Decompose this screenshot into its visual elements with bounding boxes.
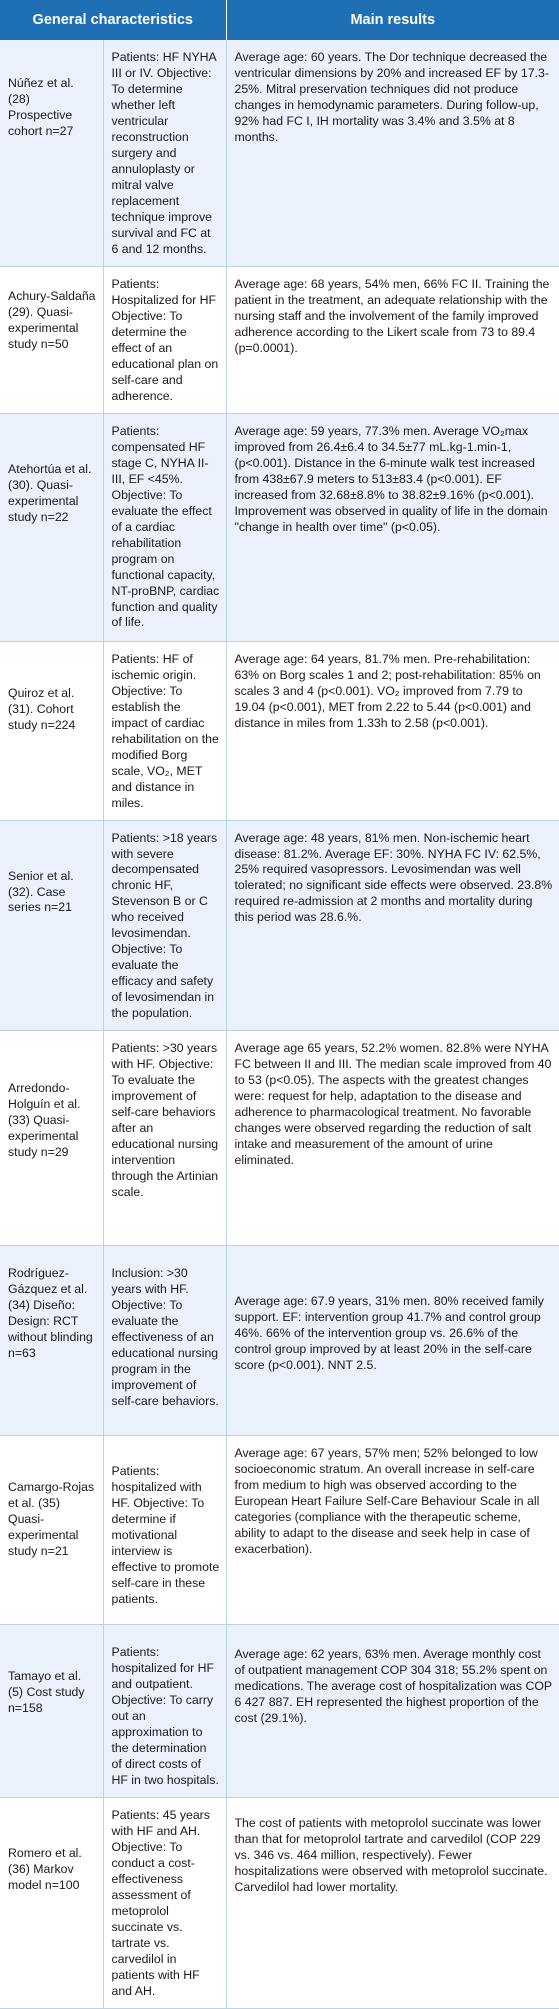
results-cell: Average age: 62 years, 63% men. Average … [225, 1624, 559, 1799]
results-cell: Average age: 48 years, 81% men. Non-isch… [225, 820, 559, 1032]
results-cell: Average age: 59 years, 77.3% men. Averag… [225, 413, 559, 642]
study-cell: Camargo-Rojas et al. (35) Quasi-experime… [0, 1435, 103, 1626]
characteristics-cell: Patients: hospitalized with HF. Objectiv… [102, 1435, 226, 1626]
characteristics-cell: Inclusion: >30 years with HF. Objective:… [102, 1245, 226, 1437]
study-cell: Atehortúa et al. (30). Quasi-experimenta… [0, 413, 103, 642]
results-cell: Average age: 67 years, 57% men; 52% belo… [225, 1435, 559, 1626]
characteristics-cell: Patients: compensated HF stage C, NYHA I… [102, 413, 226, 642]
characteristics-cell: Patients: HF NYHA III or IV. Objective: … [102, 40, 226, 267]
results-cell: Average age: 67.9 years, 31% men. 80% re… [225, 1245, 559, 1437]
characteristics-cell: Patients: 45 years with HF and AH. Objec… [102, 1797, 226, 2009]
study-cell: Núñez et al. (28) Prospective cohort n=2… [0, 40, 103, 267]
study-cell: Arredondo-Holguín et al. (33) Quasi-expe… [0, 1030, 103, 1247]
characteristics-cell: Patients: >30 years with HF. Objective: … [102, 1030, 226, 1247]
study-cell: Achury-Saldaña (29). Quasi-experimental … [0, 266, 103, 414]
results-cell: Average age: 64 years, 81.7% men. Pre-re… [225, 641, 559, 821]
header-main-results: Main results [226, 0, 559, 40]
characteristics-cell: Patients: HF of ischemic origin. Objecti… [102, 641, 226, 821]
study-cell: Romero et al. (36) Markov model n=100 [0, 1797, 103, 2009]
study-cell: Rodríguez-Gázquez et al. (34) Diseño: De… [0, 1245, 103, 1437]
table-row: Núñez et al. (28) Prospective cohort n=2… [0, 40, 559, 267]
table-row: Tamayo et al. (5) Cost study n=158 Patie… [0, 1624, 559, 1799]
study-cell: Tamayo et al. (5) Cost study n=158 [0, 1624, 103, 1799]
results-cell: Average age: 60 years. The Dor technique… [225, 40, 559, 267]
study-cell: Quiroz et al. (31). Cohort study n=224 [0, 641, 103, 821]
table-row: Romero et al. (36) Markov model n=100 Pa… [0, 1797, 559, 2009]
characteristics-cell: Patients: >18 years with severe decompen… [102, 820, 226, 1032]
results-cell: The cost of patients with metoprolol suc… [225, 1797, 559, 2009]
table-row: Achury-Saldaña (29). Quasi-experimental … [0, 266, 559, 414]
table-row: Senior et al. (32). Case series n=21 Pat… [0, 820, 559, 1032]
table-row: Rodríguez-Gázquez et al. (34) Diseño: De… [0, 1245, 559, 1437]
study-cell: Senior et al. (32). Case series n=21 [0, 820, 103, 1032]
results-cell: Average age: 68 years, 54% men, 66% FC I… [225, 266, 559, 414]
header-general-characteristics: General characteristics [0, 0, 227, 40]
table-header-row: General characteristics Main results [0, 0, 559, 40]
table-row: Quiroz et al. (31). Cohort study n=224 P… [0, 641, 559, 821]
table-row: Atehortúa et al. (30). Quasi-experimenta… [0, 413, 559, 642]
results-cell: Average age 65 years, 52.2% women. 82.8%… [225, 1030, 559, 1247]
table-row: Camargo-Rojas et al. (35) Quasi-experime… [0, 1435, 559, 1626]
table-row: Arredondo-Holguín et al. (33) Quasi-expe… [0, 1030, 559, 1247]
characteristics-cell: Patients: Hospitalized for HF Objective:… [102, 266, 226, 414]
characteristics-cell: Patients: hospitalized for HF and outpat… [102, 1624, 226, 1799]
